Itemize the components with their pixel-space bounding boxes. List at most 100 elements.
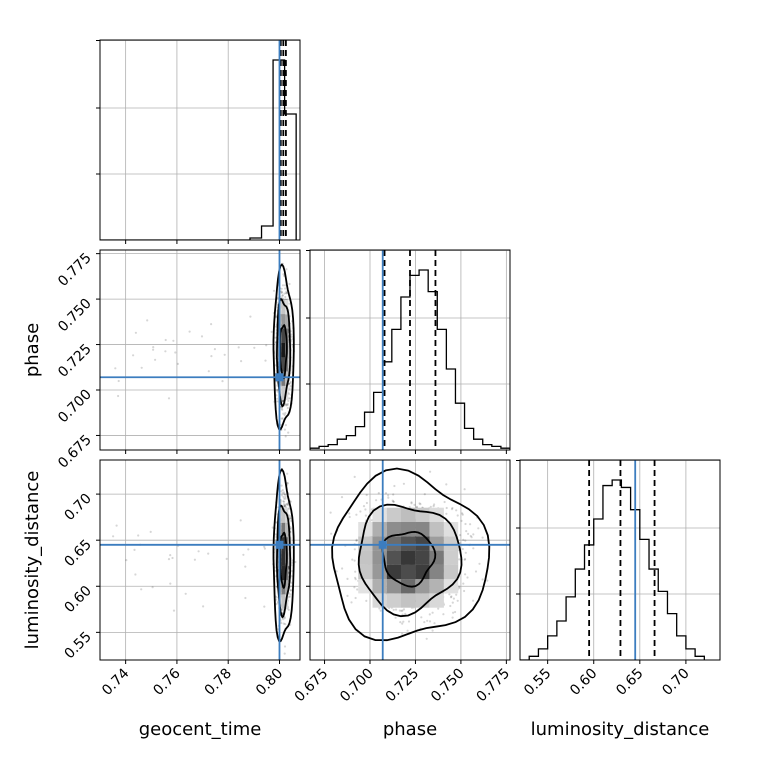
sample-point: [281, 492, 284, 495]
sample-point: [172, 609, 176, 612]
sample-point: [451, 506, 454, 510]
sample-point: [365, 501, 368, 505]
sample-point: [287, 392, 290, 396]
sample-point: [140, 366, 143, 369]
sample-point: [420, 616, 423, 619]
sample-point: [365, 493, 368, 497]
sample-point: [281, 408, 284, 411]
x-tick-label: 0.74: [99, 665, 132, 698]
sample-point: [398, 609, 401, 612]
sample-point: [281, 294, 284, 297]
y-tick-label: 0.775: [55, 250, 95, 290]
sample-point: [378, 607, 381, 610]
contour-level: [357, 503, 463, 618]
sample-point: [428, 613, 431, 616]
y-tick-label: 0.700: [55, 387, 95, 427]
sample-point: [450, 508, 454, 511]
density-cell: [401, 593, 416, 608]
sample-point: [249, 315, 252, 318]
sample-point: [455, 509, 458, 512]
sample-point: [176, 362, 179, 365]
sample-point: [275, 389, 278, 392]
sample-point: [289, 517, 292, 520]
x-axis-label-geocent_time: geocent_time: [139, 719, 262, 740]
sample-point: [392, 500, 395, 503]
sample-point: [284, 284, 287, 287]
truth-marker: [378, 540, 387, 549]
sample-point: [394, 608, 398, 611]
sample-point: [478, 562, 481, 565]
sample-point: [285, 292, 288, 295]
sample-point: [133, 548, 136, 552]
histogram-step: [310, 269, 510, 450]
contour-level: [381, 530, 437, 588]
density-cell: [281, 594, 285, 609]
y-tick-label: 0.60: [61, 583, 94, 616]
sample-point: [425, 637, 428, 640]
density-cell: [443, 564, 459, 580]
sample-point: [407, 620, 411, 623]
density-cell: [415, 536, 430, 551]
sample-point: [458, 585, 461, 588]
sample-point: [193, 558, 196, 561]
sample-point: [410, 502, 413, 505]
sample-point: [140, 588, 143, 591]
sample-point: [284, 623, 287, 626]
sample-point: [469, 534, 472, 538]
sample-point: [223, 353, 226, 356]
sample-point: [286, 503, 289, 506]
panel-frame: [99, 39, 301, 241]
sample-point: [402, 482, 405, 485]
sample-point: [406, 629, 409, 632]
contour-level: [275, 504, 292, 619]
density-cell: [429, 550, 444, 565]
sample-point: [287, 608, 290, 612]
sample-point: [426, 619, 429, 622]
x-tick-label: 0.60: [567, 666, 600, 699]
sample-point: [282, 412, 285, 415]
sample-point: [284, 403, 287, 406]
sample-point: [282, 273, 285, 276]
sample-point: [465, 530, 468, 533]
sample-point: [451, 616, 454, 619]
sample-point: [281, 417, 284, 420]
joint-panel-phase_vs_geocent_time: [100, 250, 300, 450]
sample-point: [458, 558, 461, 561]
x-tick-label: 0.750: [428, 666, 468, 706]
sample-point: [464, 522, 467, 526]
sample-point: [174, 351, 177, 354]
sample-point: [460, 519, 463, 523]
sample-point: [289, 593, 292, 596]
sample-point: [289, 385, 292, 388]
sample-point: [197, 550, 200, 553]
density-cell: [281, 508, 285, 523]
sample-point: [239, 519, 242, 522]
density-cell: [281, 328, 285, 343]
sample-point: [462, 582, 465, 585]
x-axis-label-phase: phase: [383, 719, 437, 740]
sample-point: [283, 645, 287, 648]
histogram-phase: [310, 250, 510, 450]
sample-point: [346, 577, 349, 581]
y-axis-label-phase: phase: [22, 323, 43, 377]
sample-point: [221, 380, 224, 383]
sample-point: [348, 512, 351, 515]
sample-point: [355, 538, 358, 542]
sample-point: [284, 505, 287, 508]
sample-point: [354, 576, 357, 579]
sample-point: [353, 475, 356, 478]
x-axis-label-luminosity_distance: luminosity_distance: [531, 719, 710, 740]
sample-point: [287, 431, 290, 434]
density-cell: [415, 550, 430, 565]
sample-point: [408, 506, 411, 509]
sample-point: [335, 570, 338, 573]
sample-point: [454, 610, 457, 614]
sample-point: [275, 397, 278, 400]
sample-point: [456, 599, 459, 602]
sample-point: [330, 532, 333, 535]
y-tick-label: 0.750: [55, 296, 95, 336]
x-tick-label: 0.55: [521, 666, 554, 699]
sample-point: [263, 605, 266, 608]
sample-point: [458, 586, 461, 590]
sample-point: [164, 338, 167, 342]
